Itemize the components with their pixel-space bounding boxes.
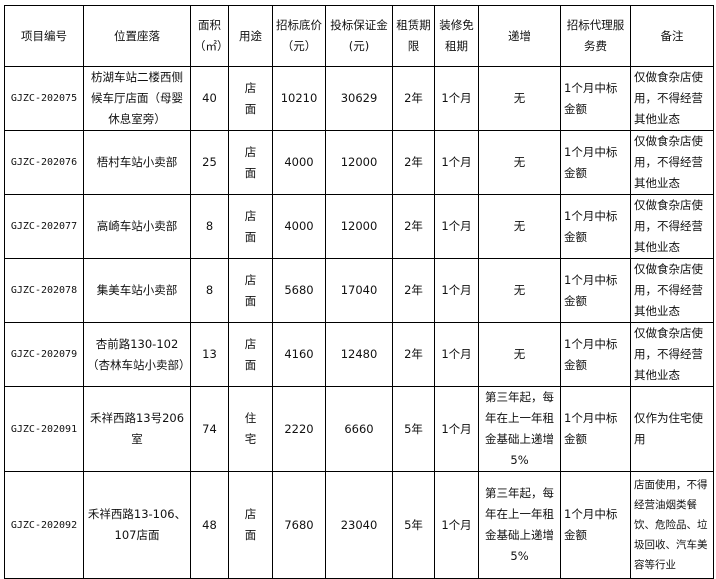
- usage-cell: 店面: [228, 194, 273, 259]
- rent-free-period-cell: 1个月: [434, 66, 479, 131]
- increment-cell: 无: [478, 322, 561, 387]
- location-cell: 梧村车站小卖部: [83, 130, 191, 195]
- agency-fee-cell: 1个月中标金额: [560, 258, 631, 323]
- project-code-cell: GJZC-202077: [4, 194, 84, 259]
- project-code-cell: GJZC-202091: [4, 386, 84, 472]
- location-cell: 枋湖车站二楼西侧候车厅店面（母婴休息室旁）: [83, 66, 191, 131]
- base-price-cell: 4000: [272, 130, 326, 195]
- header-cell: 面积（㎡）: [190, 5, 229, 67]
- table-row: GJZC-202091 禾祥西路13号206室 74 住宅 2220 6660 5年 1个月第…: [4, 386, 714, 472]
- usage-cell: 店面: [228, 66, 273, 131]
- agency-fee-cell: 1个月中标金额: [560, 130, 631, 195]
- lease-term-cell: 2年: [392, 130, 435, 195]
- project-code-cell: GJZC-202079: [4, 322, 84, 387]
- lease-term-cell: 5年: [392, 471, 435, 579]
- usage-cell: 店面: [228, 471, 273, 579]
- header-cell: 用途: [228, 5, 273, 67]
- remarks-cell: 仅做食杂店使用，不得经营其他业态: [630, 66, 714, 131]
- table-row: GJZC-202079 杏前路130-102（杏林车站小卖部） 13 店面 4160 12…: [4, 322, 714, 387]
- lease-term-cell: 2年: [392, 322, 435, 387]
- increment-cell: 第三年起，每年在上一年租金基础上递增5%: [478, 386, 561, 472]
- header-cell: 租赁期限: [392, 5, 435, 67]
- header-cell: 装修免租期: [434, 5, 479, 67]
- project-code-cell: GJZC-202092: [4, 471, 84, 579]
- deposit-cell: 23040: [325, 471, 393, 579]
- lease-term-cell: 2年: [392, 66, 435, 131]
- rent-free-period-cell: 1个月: [434, 471, 479, 579]
- rent-free-period-cell: 1个月: [434, 322, 479, 387]
- deposit-cell: 12000: [325, 130, 393, 195]
- increment-cell: 无: [478, 258, 561, 323]
- area-cell: 13: [190, 322, 229, 387]
- location-cell: 集美车站小卖部: [83, 258, 191, 323]
- area-cell: 25: [190, 130, 229, 195]
- header-row: 项目编号 位置座落 面积（㎡） 用途 招标底价（元） 投标保证金(元) 租赁期限…: [4, 5, 714, 67]
- base-price-cell: 2220: [272, 386, 326, 472]
- agency-fee-cell: 1个月中标金额: [560, 471, 631, 579]
- header-cell: 备注: [630, 5, 714, 67]
- base-price-cell: 7680: [272, 471, 326, 579]
- remarks-cell: 仅做食杂店使用，不得经营其他业态: [630, 258, 714, 323]
- location-cell: 禾祥西路13-106、107店面: [83, 471, 191, 579]
- project-code-cell: GJZC-202076: [4, 130, 84, 195]
- rent-free-period-cell: 1个月: [434, 258, 479, 323]
- table-row: GJZC-202092 禾祥西路13-106、107店面 48 店面 7680 23040…: [4, 471, 714, 579]
- header-cell: 招标底价（元）: [272, 5, 326, 67]
- agency-fee-cell: 1个月中标金额: [560, 66, 631, 131]
- base-price-cell: 10210: [272, 66, 326, 131]
- area-cell: 8: [190, 194, 229, 259]
- remarks-cell: 仅作为住宅使用: [630, 386, 714, 472]
- area-cell: 40: [190, 66, 229, 131]
- rent-free-period-cell: 1个月: [434, 130, 479, 195]
- header-cell: 投标保证金(元): [325, 5, 393, 67]
- usage-cell: 店面: [228, 130, 273, 195]
- lease-term-cell: 2年: [392, 194, 435, 259]
- header-cell: 项目编号: [4, 5, 84, 67]
- rent-free-period-cell: 1个月: [434, 194, 479, 259]
- remarks-cell: 仅做食杂店使用，不得经营其他业态: [630, 194, 714, 259]
- table-row: GJZC-202078 集美车站小卖部 8 店面 5680 17040 2年 1个月无 1个月中…: [4, 258, 714, 323]
- deposit-cell: 12000: [325, 194, 393, 259]
- increment-cell: 无: [478, 66, 561, 131]
- table-row: GJZC-202075 枋湖车站二楼西侧候车厅店面（母婴休息室旁） 40 店面 1021…: [4, 66, 714, 131]
- area-cell: 8: [190, 258, 229, 323]
- deposit-cell: 6660: [325, 386, 393, 472]
- remarks-cell: 仅做食杂店使用，不得经营其他业态: [630, 322, 714, 387]
- lease-table: 项目编号 位置座落 面积（㎡） 用途 招标底价（元） 投标保证金(元) 租赁期限…: [4, 5, 714, 579]
- table-row: GJZC-202077 高崎车站小卖部 8 店面 4000 12000 2年 1个月无 1个月中…: [4, 194, 714, 259]
- increment-cell: 无: [478, 130, 561, 195]
- header-cell: 位置座落: [83, 5, 191, 67]
- remarks-cell: 店面使用，不得经营油烟类餐饮、危险品、垃圾回收、汽车美容等行业: [630, 471, 714, 579]
- header-cell: 招标代理服务费: [560, 5, 631, 67]
- project-code-cell: GJZC-202075: [4, 66, 84, 131]
- base-price-cell: 4160: [272, 322, 326, 387]
- agency-fee-cell: 1个月中标金额: [560, 386, 631, 472]
- location-cell: 高崎车站小卖部: [83, 194, 191, 259]
- remarks-cell: 仅做食杂店使用，不得经营其他业态: [630, 130, 714, 195]
- project-code-cell: GJZC-202078: [4, 258, 84, 323]
- rent-free-period-cell: 1个月: [434, 386, 479, 472]
- area-cell: 74: [190, 386, 229, 472]
- lease-term-cell: 2年: [392, 258, 435, 323]
- lease-term-cell: 5年: [392, 386, 435, 472]
- area-cell: 48: [190, 471, 229, 579]
- agency-fee-cell: 1个月中标金额: [560, 194, 631, 259]
- location-cell: 杏前路130-102（杏林车站小卖部）: [83, 322, 191, 387]
- table-row: GJZC-202076 梧村车站小卖部 25 店面 4000 12000 2年 1个月无 1个月…: [4, 130, 714, 195]
- deposit-cell: 17040: [325, 258, 393, 323]
- deposit-cell: 12480: [325, 322, 393, 387]
- deposit-cell: 30629: [325, 66, 393, 131]
- usage-cell: 店面: [228, 258, 273, 323]
- increment-cell: 第三年起，每年在上一年租金基础上递增5%: [478, 471, 561, 579]
- location-cell: 禾祥西路13号206室: [83, 386, 191, 472]
- header-cell: 递增: [478, 5, 561, 67]
- base-price-cell: 5680: [272, 258, 326, 323]
- usage-cell: 店面: [228, 322, 273, 387]
- agency-fee-cell: 1个月中标金额: [560, 322, 631, 387]
- usage-cell: 住宅: [228, 386, 273, 472]
- increment-cell: 无: [478, 194, 561, 259]
- base-price-cell: 4000: [272, 194, 326, 259]
